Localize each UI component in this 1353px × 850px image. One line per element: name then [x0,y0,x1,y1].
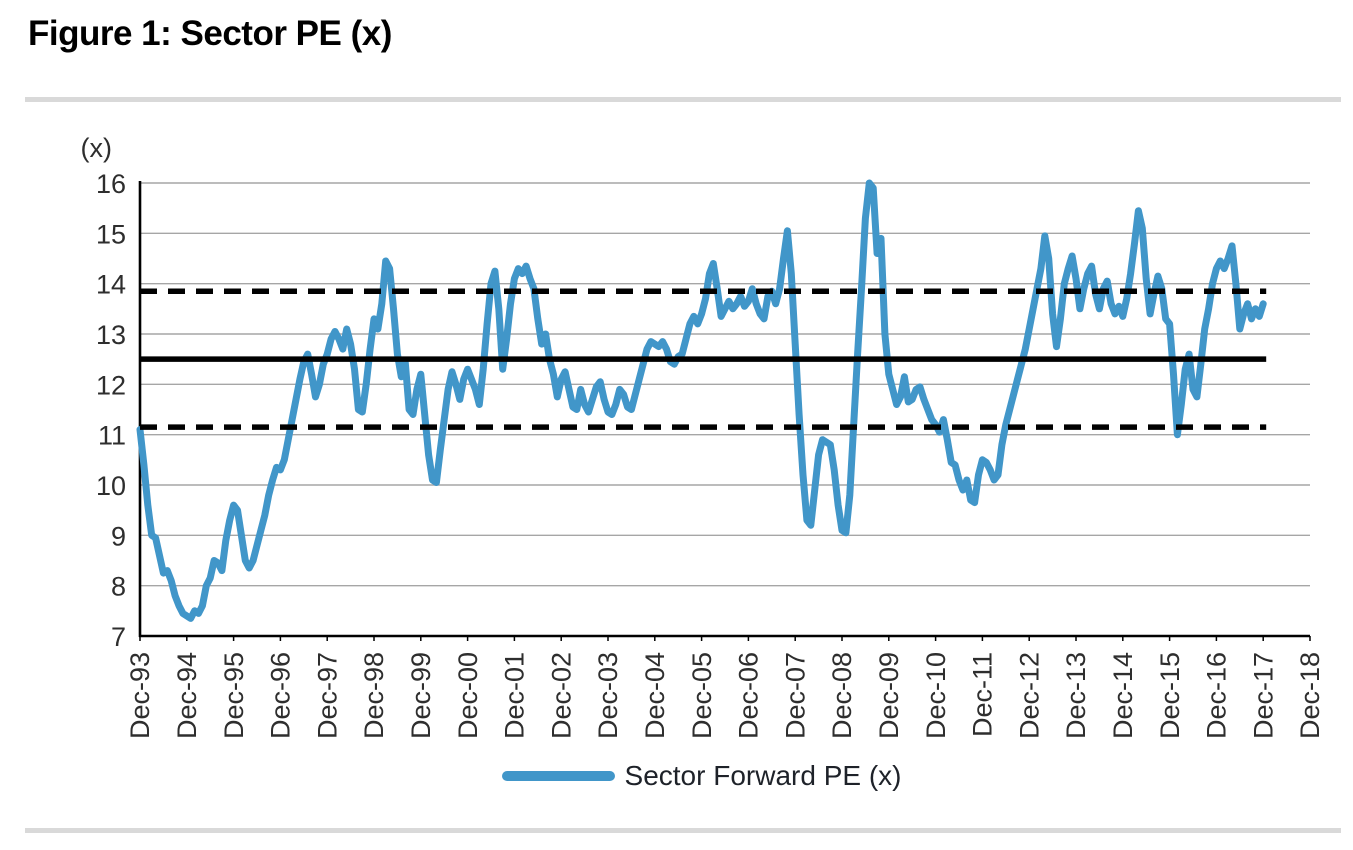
y-tick-label: 7 [111,622,126,652]
y-tick-label: 12 [96,370,126,400]
x-tick-label: Dec-06 [734,652,764,739]
x-tick-label: Dec-93 [125,652,155,739]
figure-title: Figure 1: Sector PE (x) [28,14,392,53]
legend-line-swatch [501,771,615,781]
x-tick-label: Dec-04 [640,652,670,739]
x-tick-label: Dec-05 [687,652,717,739]
legend-label: Sector Forward PE (x) [624,760,902,791]
top-separator [25,97,1341,102]
x-tick-label: Dec-03 [593,652,623,739]
y-tick-label: 10 [96,471,126,501]
chart-legend: Sector Forward PE (x) [140,758,1263,794]
x-tick-label: Dec-95 [219,652,249,739]
y-tick-label: 15 [96,219,126,249]
x-tick-label: Dec-99 [406,652,436,739]
x-tick-label: Dec-14 [1108,652,1138,739]
x-tick-label: Dec-13 [1061,652,1091,739]
x-tick-label: Dec-94 [172,652,202,739]
y-tick-label: 14 [96,270,126,300]
x-tick-label: Dec-97 [312,652,342,739]
y-tick-label: 11 [98,421,126,451]
x-tick-label: Dec-02 [546,652,576,739]
x-tick-label: Dec-17 [1248,652,1278,739]
x-tick-label: Dec-08 [827,652,857,739]
x-tick-label: Dec-09 [874,652,904,739]
x-tick-label: Dec-10 [921,652,951,739]
x-tick-label: Dec-15 [1155,652,1185,739]
x-tick-label: Dec-18 [1295,652,1325,739]
series-line [136,179,1267,622]
x-tick-label: Dec-12 [1014,652,1044,739]
x-tick-label: Dec-07 [780,652,810,739]
y-axis-unit-label: (x) [81,133,112,163]
y-tick-label: 13 [96,320,126,350]
x-tick-label: Dec-16 [1202,652,1232,739]
y-tick-label: 8 [111,572,126,602]
y-tick-label: 16 [96,169,126,199]
bottom-separator [25,828,1341,833]
x-tick-label: Dec-11 [968,652,998,737]
x-tick-label: Dec-96 [266,652,296,739]
x-tick-label: Dec-01 [500,652,530,739]
x-tick-label: Dec-00 [453,652,483,739]
y-tick-label: 9 [111,521,126,551]
x-tick-label: Dec-98 [359,652,389,739]
